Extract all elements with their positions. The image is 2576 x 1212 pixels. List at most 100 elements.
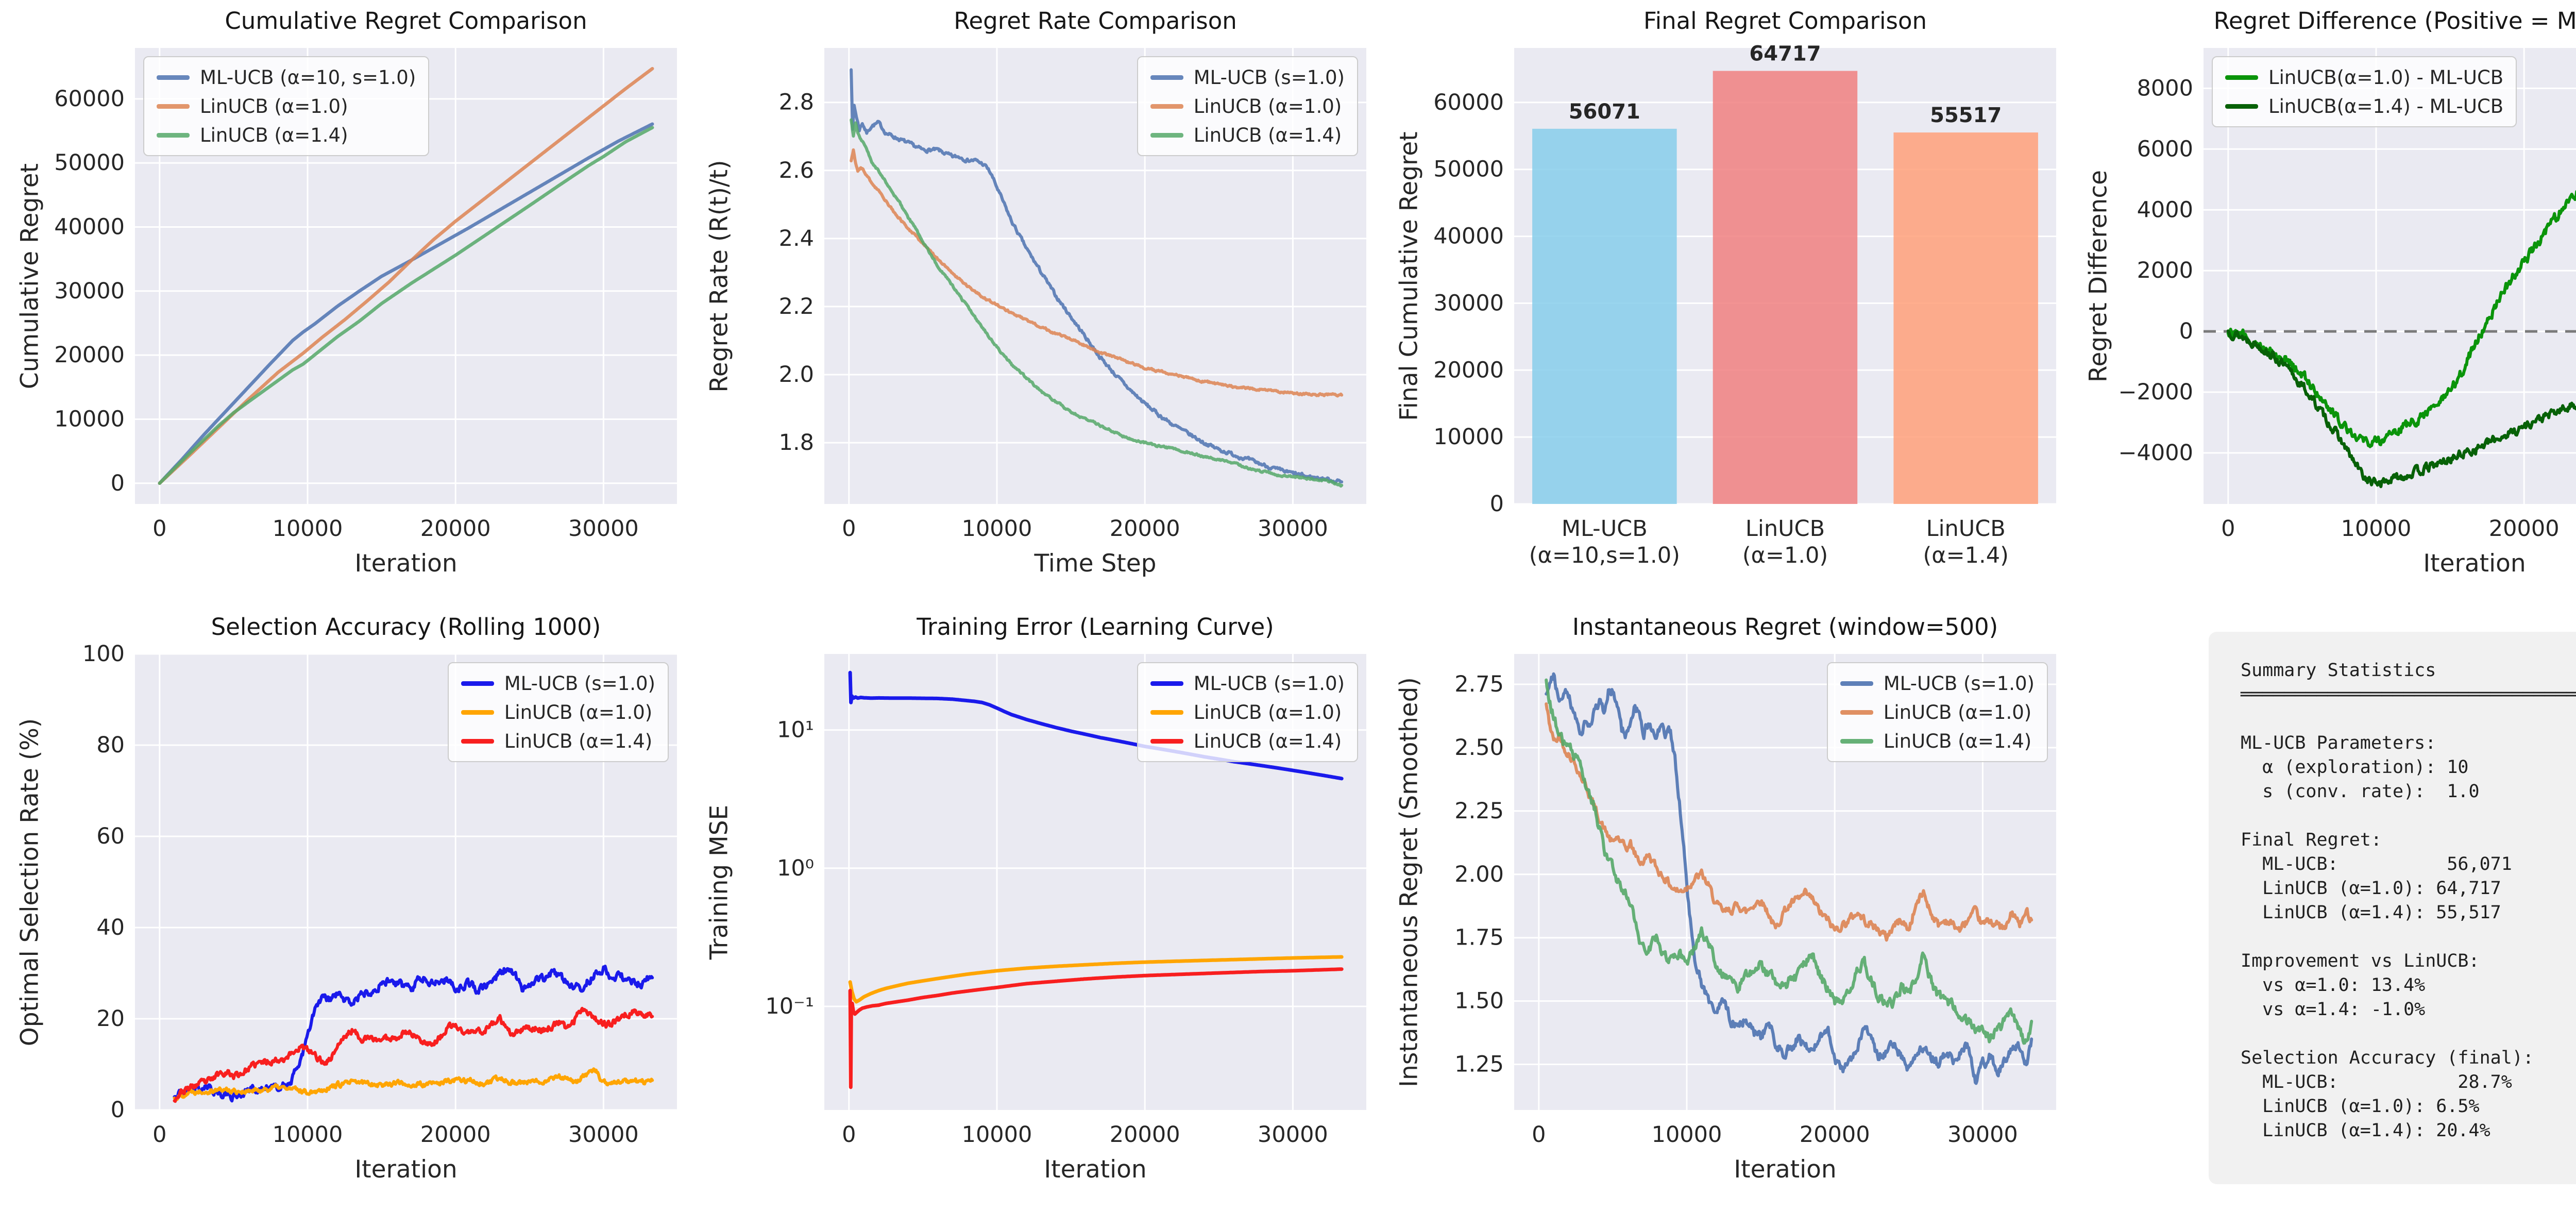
chart-title: Selection Accuracy (Rolling 1000): [211, 613, 601, 641]
panel-instantaneous-regret: 1.25 1.50 1.75 2.00 2.25 2.50 2.75 0 10000 20000 3…: [1379, 606, 2069, 1212]
y-axis-label: Training MSE: [705, 804, 734, 959]
y-tick-label: 0: [1490, 491, 1504, 517]
legend-label: ML-UCB (s=1.0): [1193, 672, 1345, 695]
chart-canvas: 1.25 1.50 1.75 2.00 2.25 2.50 2.75 0 10000 20000 3…: [1454, 654, 2056, 1148]
legend-line-swatch: [157, 104, 190, 109]
legend-label: LinUCB(α=1.4) - ML-UCB: [2268, 95, 2504, 117]
summary-line: vs α=1.0: 13.4%: [2241, 975, 2426, 996]
summary-line: Selection Accuracy (final):: [2241, 1048, 2534, 1068]
y-tick-label: 10⁻¹: [765, 994, 814, 1019]
legend: ML-UCB (s=1.0) LinUCB (α=1.0) LinUCB (α=1.…: [1137, 662, 1358, 762]
y-tick-label: 20000: [54, 342, 125, 368]
summary-line: LinUCB (α=1.0): 64,717: [2241, 878, 2501, 899]
y-axis-label: Optimal Selection Rate (%): [15, 718, 44, 1046]
x-tick-label: 0: [842, 1122, 856, 1148]
y-tick-label: −2000: [2119, 379, 2193, 405]
summary-line: Final Regret:: [2241, 830, 2382, 850]
legend-label: LinUCB (α=1.4): [1883, 730, 2032, 752]
summary-line: ══════════════════════════════════════: [2241, 684, 2576, 705]
y-tick-label: 6000: [2137, 136, 2193, 162]
series-diff a=1.4: [2226, 329, 2576, 489]
panel-selection-accuracy: 0 20 40 60 80 100 0 10000 20000 30000 Selection Ac…: [0, 606, 689, 1212]
bar-ml-ucb-0: [1532, 128, 1677, 504]
y-tick-label: 50000: [1433, 157, 1504, 182]
x-tick-label: 10000: [1652, 1122, 1722, 1148]
series-ML-UCB: [158, 122, 654, 485]
x-category-label: ML-UCB (α=10,s=1.0): [1529, 516, 1680, 568]
y-tick-label: 30000: [1433, 290, 1504, 316]
y-tick-label: 10¹: [777, 717, 814, 743]
panel-final-regret: 56071 ML-UCB (α=10,s=1.0) 64717 LinUCB (α=1.0…: [1379, 0, 2069, 606]
legend-item: LinUCB(α=1.4) - ML-UCB: [2225, 94, 2503, 118]
legend-item: LinUCB(α=1.0) - ML-UCB: [2225, 65, 2503, 89]
legend-line-swatch: [1150, 710, 1183, 715]
x-tick-label: 10000: [273, 516, 343, 542]
legend-label: ML-UCB (α=10, s=1.0): [200, 66, 416, 89]
legend: ML-UCB (s=1.0) LinUCB (α=1.0) LinUCB (α=1.…: [1137, 56, 1358, 156]
y-tick-label: 2.8: [779, 90, 814, 115]
legend-line-swatch: [1840, 738, 1873, 744]
legend: ML-UCB (s=1.0) LinUCB (α=1.0) LinUCB (α=1.…: [1826, 662, 2048, 762]
x-tick-label: 30000: [568, 1122, 639, 1148]
bar-linucb-1: [1713, 71, 1858, 504]
y-tick-label: 40000: [1433, 224, 1504, 249]
y-tick-label: 4000: [2137, 197, 2193, 223]
panel-summary-statistics: Summary Statistics ══════════════════════…: [2069, 606, 2576, 1212]
series-LinUCB a=1.4: [850, 118, 1344, 488]
legend-line-swatch: [1840, 681, 1873, 686]
panel-cumulative-regret: 0 10000 20000 30000 40000 50000 60000 0 10000 200…: [0, 0, 689, 606]
x-category-label: LinUCB (α=1.0): [1742, 516, 1828, 568]
panel-regret-difference: −4000−2000020004000600080000100002000030…: [2069, 0, 2576, 606]
bar-value-label: 55517: [1930, 104, 2002, 127]
x-tick-label: 0: [842, 516, 856, 542]
y-tick-label: 80: [96, 732, 125, 758]
legend-item: LinUCB (α=1.0): [1840, 700, 2035, 724]
x-tick-label: 10000: [962, 516, 1032, 542]
bar-linucb-2: [1893, 132, 2038, 504]
legend-item: ML-UCB (s=1.0): [1840, 671, 2035, 695]
x-tick-label: 10000: [273, 1122, 343, 1148]
x-axis-label: Iteration: [354, 1155, 457, 1184]
legend-item: ML-UCB (s=1.0): [1150, 671, 1345, 695]
legend-label: LinUCB(α=1.0) - ML-UCB: [2268, 66, 2504, 89]
y-tick-label: 0: [111, 1097, 125, 1123]
legend: ML-UCB (α=10, s=1.0) LinUCB (α=1.0) LinUCB…: [143, 56, 430, 156]
y-tick-label: 0: [111, 470, 125, 496]
summary-line: [2241, 925, 2576, 949]
y-tick-label: 2.2: [779, 294, 814, 319]
summary-line: vs α=1.4: -1.0%: [2241, 999, 2426, 1020]
y-tick-label: 40: [96, 915, 125, 940]
y-tick-label: 0: [2179, 318, 2193, 344]
legend-label: LinUCB (α=1.0): [200, 95, 348, 117]
chart-title: Instantaneous Regret (window=500): [1572, 613, 1998, 641]
x-tick-label: 30000: [1947, 1122, 2018, 1148]
legend: LinUCB(α=1.0) - ML-UCB LinUCB(α=1.4) - ML…: [2212, 56, 2517, 127]
x-tick-label: 20000: [1110, 516, 1180, 542]
legend-line-swatch: [1150, 104, 1183, 109]
legend-label: ML-UCB (s=1.0): [504, 672, 655, 695]
summary-line: [2241, 1022, 2576, 1046]
panel-training-error: 10⁻¹ 10⁰ 10¹ 0 10000 20000 30000 Training Error…: [689, 606, 1379, 1212]
chart-title: Final Regret Comparison: [1643, 7, 1927, 35]
series-LinUCB a=1.0: [1545, 702, 2033, 942]
y-tick-label: 40000: [54, 214, 125, 240]
chart-title: Regret Difference (Positive = ML-UCB Bet…: [2213, 7, 2576, 35]
legend-label: LinUCB (α=1.0): [1193, 701, 1342, 723]
x-tick-label: 0: [152, 516, 166, 542]
panel-regret-rate: 1.8 2.0 2.2 2.4 2.6 2.8 0 10000 20000 30000 Regret…: [689, 0, 1379, 606]
legend-line-swatch: [1150, 681, 1183, 686]
chart-title: Training Error (Learning Curve): [917, 613, 1274, 641]
x-tick-label: 30000: [1258, 516, 1328, 542]
legend-item: LinUCB (α=1.4): [157, 123, 416, 147]
y-tick-label: 2.0: [779, 362, 814, 388]
y-tick-label: 60: [96, 823, 125, 849]
series-ML-UCB: [848, 670, 1344, 781]
legend-line-swatch: [1150, 75, 1183, 80]
x-axis-label: Iteration: [2423, 549, 2526, 578]
y-tick-label: 20: [96, 1006, 125, 1032]
x-tick-label: 20000: [1800, 1122, 1870, 1148]
y-tick-label: 2.4: [779, 226, 814, 251]
legend-item: LinUCB (α=1.0): [1150, 700, 1345, 724]
series-LinUCB a=1.0: [850, 148, 1344, 398]
legend: ML-UCB (s=1.0) LinUCB (α=1.0) LinUCB (α=1.…: [447, 662, 669, 762]
